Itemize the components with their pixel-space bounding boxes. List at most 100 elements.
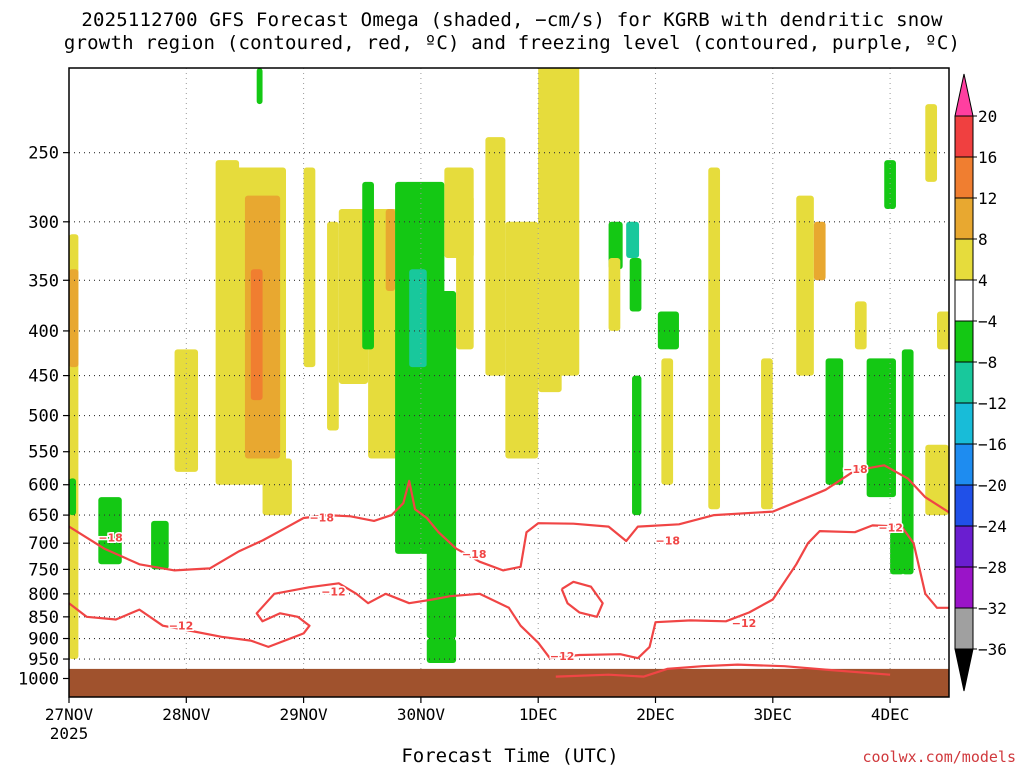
- y-tick-label: 550: [28, 443, 59, 463]
- omega-cell: [505, 221, 539, 459]
- colorbar-swatch: [954, 402, 974, 445]
- colorbar-label: −24: [978, 517, 1007, 536]
- omega-cell: [854, 301, 867, 350]
- omega-cell: [708, 167, 721, 510]
- colorbar-top-arrow: [954, 73, 974, 117]
- contour-label: −12: [169, 620, 194, 633]
- x-axis-title: Forecast Time (UTC): [401, 745, 619, 767]
- colorbar-bottom-arrow: [954, 648, 974, 692]
- colorbar-label: −36: [978, 640, 1007, 659]
- contour-label: −18: [462, 548, 487, 561]
- omega-cell: [761, 358, 773, 510]
- y-tick-label: 400: [28, 322, 59, 342]
- x-tick-label: 30NOV: [397, 705, 446, 724]
- y-tick-label: 950: [28, 650, 59, 670]
- y-tick-label: 900: [28, 630, 59, 650]
- contour-label: −18: [309, 511, 334, 524]
- omega-cell: [362, 181, 374, 350]
- colorbar-label: 8: [978, 230, 988, 249]
- omega-cell: [890, 532, 905, 575]
- colorbar-swatch: [954, 361, 974, 404]
- colorbar: 20 16 12 8 4 −4 −8 −12 −16 −20 −24 −28 −32 −36: [954, 73, 1007, 692]
- omega-cell: [925, 104, 938, 182]
- y-tick-label: 350: [28, 271, 59, 291]
- colorbar-label: −16: [978, 435, 1007, 454]
- colorbar-label: −12: [978, 394, 1007, 413]
- omega-cell: [338, 208, 369, 384]
- colorbar-swatch: [954, 320, 974, 363]
- omega-cell: [69, 269, 79, 368]
- colorbar-label: 12: [978, 189, 997, 208]
- colorbar-label: −4: [978, 312, 997, 331]
- colorbar-label: −32: [978, 599, 1007, 618]
- omega-cell: [385, 208, 396, 291]
- omega-cell: [608, 221, 623, 270]
- x-tick-label: 4DEC: [871, 705, 910, 724]
- x-tick-label: 1DEC: [519, 705, 558, 724]
- chart-title-line-1: 2025112700 GFS Forecast Omega (shaded, −…: [81, 9, 943, 31]
- omega-cell: [884, 160, 896, 209]
- omega-cell: [485, 137, 506, 376]
- omega-cell: [250, 269, 263, 401]
- colorbar-swatch: [954, 115, 974, 158]
- colorbar-swatch: [954, 279, 974, 322]
- x-tick-label: 3DEC: [754, 705, 793, 724]
- omega-cell: [151, 520, 169, 570]
- y-axis: 2503003504004505005506006507007508008509…: [18, 144, 69, 689]
- x-tick-label: 29NOV: [280, 705, 329, 724]
- y-tick-label: 850: [28, 608, 59, 628]
- omega-cell: [327, 221, 339, 431]
- omega-cell: [632, 375, 642, 516]
- colorbar-label: 20: [978, 107, 997, 126]
- contour-label: −12: [878, 522, 903, 535]
- omega-cell: [262, 458, 292, 516]
- colorbar-swatch: [954, 484, 974, 527]
- omega-cell: [925, 444, 949, 516]
- colorbar-label: 16: [978, 148, 997, 167]
- y-tick-label: 500: [28, 407, 59, 427]
- colorbar-label: −28: [978, 558, 1007, 577]
- omega-cell: [608, 257, 621, 331]
- y-tick-label: 600: [28, 476, 59, 496]
- omega-cell: [901, 349, 914, 575]
- plot-frame: [68, 67, 950, 698]
- contour-label: −12: [732, 617, 757, 630]
- y-tick-label: 750: [28, 560, 59, 580]
- contour-line: [69, 464, 949, 572]
- omega-cell: [629, 257, 642, 312]
- x-tick-label: 27NOV: [45, 705, 94, 724]
- colorbar-swatch: [954, 238, 974, 281]
- ground-fill: [69, 668, 949, 697]
- chart-title-line-2: growth region (contoured, red, ºC) and f…: [63, 32, 961, 54]
- credit-link[interactable]: coolwx.com/models: [862, 748, 1016, 766]
- omega-cell: [661, 358, 674, 485]
- x-tick-sublabel: 2025: [50, 724, 89, 743]
- contour-label: −18: [843, 463, 868, 476]
- contour-label: −18: [656, 534, 681, 547]
- omega-cell: [426, 638, 457, 664]
- colorbar-swatch: [954, 566, 974, 609]
- omega-cell: [538, 68, 580, 376]
- omega-cell: [174, 349, 199, 472]
- omega-cell: [426, 290, 457, 639]
- omega-cell: [69, 478, 77, 516]
- contour-label: −18: [98, 532, 123, 545]
- omega-cell: [456, 195, 474, 350]
- omega-cell: [409, 269, 427, 368]
- omega-cell: [813, 221, 826, 281]
- colorbar-swatch: [954, 197, 974, 240]
- y-tick-label: 650: [28, 506, 59, 526]
- colorbar-swatch: [954, 607, 974, 650]
- colorbar-label: −8: [978, 353, 997, 372]
- y-tick-label: 700: [28, 534, 59, 554]
- y-tick-label: 1000: [18, 669, 59, 689]
- isotherm-contours: −18 −18 −18 −18 −18 −12 −12 −12 −12 −12: [69, 462, 949, 678]
- colorbar-label: −20: [978, 476, 1007, 495]
- colorbar-label: 4: [978, 271, 988, 290]
- omega-cell: [825, 358, 844, 485]
- omega-cell: [303, 167, 316, 368]
- contour-line: [69, 524, 949, 660]
- contour-label: −12: [550, 650, 575, 663]
